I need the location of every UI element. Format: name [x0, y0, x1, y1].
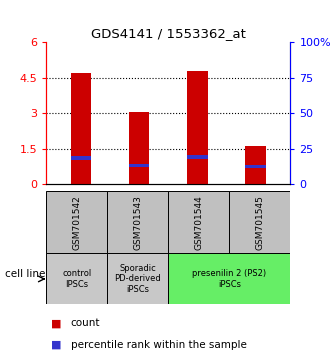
Title: GDS4141 / 1553362_at: GDS4141 / 1553362_at — [91, 27, 246, 40]
Bar — [46, 191, 107, 253]
Text: GSM701542: GSM701542 — [72, 195, 81, 250]
Bar — [187, 155, 208, 159]
Bar — [245, 165, 266, 168]
Bar — [107, 253, 168, 304]
Bar — [129, 164, 149, 167]
Bar — [168, 253, 290, 304]
Text: cell line: cell line — [5, 269, 45, 279]
Bar — [229, 191, 290, 253]
Bar — [107, 191, 168, 253]
Bar — [71, 156, 91, 160]
Bar — [71, 73, 91, 184]
Text: GSM701543: GSM701543 — [133, 195, 142, 250]
Text: percentile rank within the sample: percentile rank within the sample — [71, 339, 247, 350]
Text: GSM701544: GSM701544 — [194, 195, 203, 250]
Bar — [129, 112, 149, 184]
Text: presenilin 2 (PS2)
iPSCs: presenilin 2 (PS2) iPSCs — [192, 269, 266, 289]
Text: count: count — [71, 318, 100, 329]
Text: control
IPSCs: control IPSCs — [62, 269, 91, 289]
Text: Sporadic
PD-derived
iPSCs: Sporadic PD-derived iPSCs — [115, 264, 161, 294]
Text: ■: ■ — [51, 318, 62, 329]
Text: GSM701545: GSM701545 — [255, 195, 264, 250]
Bar — [187, 71, 208, 184]
Bar — [245, 146, 266, 184]
Bar — [168, 191, 229, 253]
Text: ■: ■ — [51, 339, 62, 350]
Bar — [46, 253, 107, 304]
